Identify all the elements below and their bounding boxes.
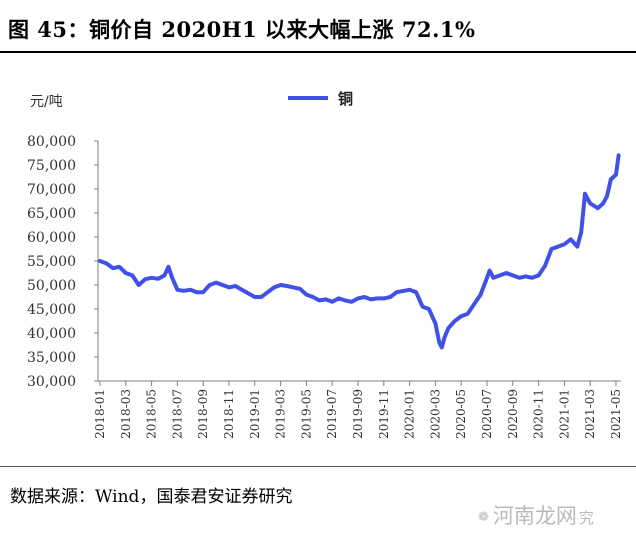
x-tick-label: 2019-07 — [325, 389, 339, 439]
y-tick-label: 40,000 — [27, 326, 76, 342]
y-tick-label: 45,000 — [27, 302, 76, 318]
y-tick-label: 70,000 — [27, 182, 76, 198]
legend: 铜 — [288, 90, 353, 108]
series-line-copper — [98, 153, 621, 350]
axes — [94, 140, 621, 386]
x-tick-label: 2020-05 — [454, 389, 468, 439]
x-tick-label: 2019-09 — [351, 389, 365, 439]
y-tick-label: 35,000 — [27, 350, 76, 366]
watermark-text: 河南龙网 — [492, 504, 577, 528]
x-tick-label: 2019-01 — [248, 389, 262, 439]
y-tick-labels: 30,000 35,000 40,000 45,000 50,000 55,000 60,0… — [27, 134, 76, 390]
wechat-icon: ❁ — [478, 509, 489, 525]
x-tick-label: 2020-01 — [403, 389, 417, 439]
x-tick-label: 2019-05 — [299, 389, 313, 439]
x-tick-label: 2020-09 — [506, 389, 520, 439]
x-tick-label: 2019-03 — [274, 389, 288, 439]
x-tick-label: 2018-01 — [93, 389, 107, 439]
x-tick-label: 2018-11 — [222, 389, 236, 439]
x-tick-label: 2018-07 — [170, 389, 184, 439]
y-tick-label: 50,000 — [27, 278, 76, 294]
watermark: ❁ 河南龙网究 — [478, 500, 594, 530]
source-note: 数据来源：Wind，国泰君安证券研究 — [10, 487, 293, 507]
footer-rule — [0, 466, 636, 467]
title-rule — [0, 51, 636, 53]
chart-title: 图 45：铜价自 2020H1 以来大幅上涨 72.1% — [8, 17, 476, 42]
y-tick-label: 60,000 — [27, 230, 76, 246]
x-tick-labels: 2018-01 2018-03 2018-05 2018-07 2018-09 2018-… — [93, 389, 623, 439]
x-tick-label: 2020-03 — [428, 389, 442, 439]
y-tick-label: 75,000 — [27, 158, 76, 174]
x-tick-label: 2020-11 — [532, 389, 546, 439]
x-tick-label: 2021-01 — [557, 389, 571, 439]
y-tick-label: 55,000 — [27, 254, 76, 270]
y-tick-label: 30,000 — [27, 374, 76, 390]
x-tick-label: 2020-07 — [480, 389, 494, 439]
chart-area: 元/吨 铜 30,000 35,000 40,000 45,000 50,000 55,0… — [27, 90, 623, 439]
x-tick-label: 2018-05 — [145, 389, 159, 439]
y-tick-label: 80,000 — [27, 134, 76, 150]
x-tick-label: 2021-03 — [583, 389, 597, 439]
x-tick-label: 2021-05 — [609, 389, 623, 439]
x-tick-label: 2018-03 — [119, 389, 133, 439]
y-tick-label: 65,000 — [27, 206, 76, 222]
x-tick-label: 2019-11 — [377, 389, 391, 439]
y-axis-label: 元/吨 — [30, 94, 63, 110]
x-tick-label: 2018-09 — [196, 389, 210, 439]
watermark-tail: 究 — [578, 509, 594, 527]
legend-label: 铜 — [338, 90, 353, 108]
